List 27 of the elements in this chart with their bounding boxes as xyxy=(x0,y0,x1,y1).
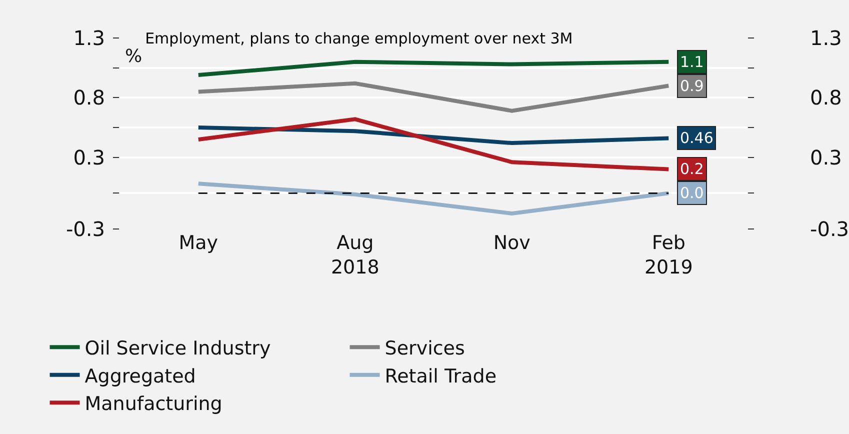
data-label: 0.9 xyxy=(680,77,704,95)
y-tick-label: 0.3 xyxy=(73,145,105,170)
y-tick-label: 1.3 xyxy=(73,26,105,50)
legend-label: Retail Trade xyxy=(384,365,497,388)
y2-tick-label: -0.3 xyxy=(810,217,849,241)
x-tick-label: Aug 2018 xyxy=(330,232,380,279)
chart-title: Employment, plans to change employment over next 3M xyxy=(145,29,573,48)
x-tick-label: Nov xyxy=(493,232,530,254)
line-series xyxy=(196,182,671,216)
y2-tick-label: 0.8 xyxy=(810,86,842,110)
y2-tick-label: 1.3 xyxy=(810,26,842,50)
legend-label: Oil Service Industry xyxy=(84,338,271,360)
data-label: 0.0 xyxy=(680,184,704,202)
x-tick-label: Feb 2019 xyxy=(644,232,693,279)
x-tick-label: May xyxy=(178,232,218,254)
line-series xyxy=(196,117,671,172)
data-label: 1.1 xyxy=(680,53,704,71)
legend-label: Aggregated xyxy=(84,365,196,388)
line-series xyxy=(196,81,671,113)
legend-label: Manufacturing xyxy=(84,392,222,415)
legend-label: Services xyxy=(384,338,465,360)
data-label: 0.2 xyxy=(680,160,704,178)
y-axis-title: % xyxy=(125,46,142,67)
y2-tick-label: 0.3 xyxy=(810,145,842,170)
y-tick-label: -0.3 xyxy=(66,217,105,241)
y-tick-label: 0.8 xyxy=(73,86,105,110)
data-label: 0.46 xyxy=(680,129,714,147)
